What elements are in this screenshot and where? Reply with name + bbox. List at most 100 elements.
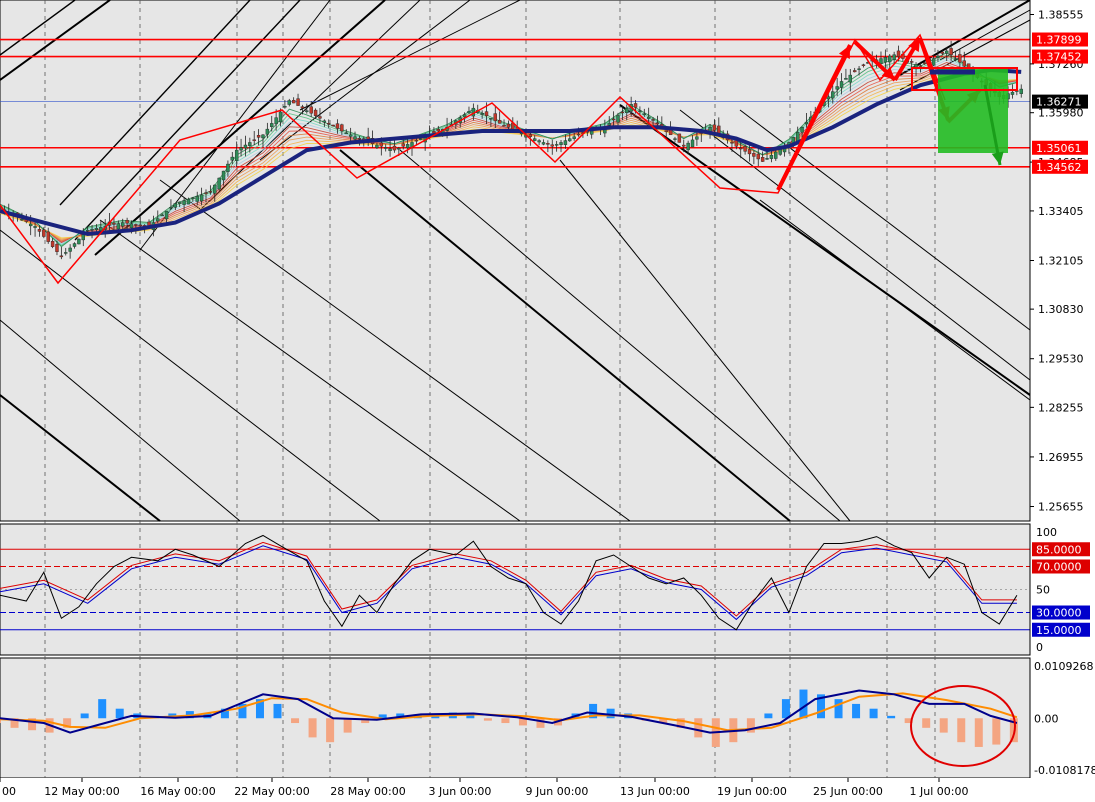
candle-body xyxy=(620,111,625,114)
macd-histogram-bar xyxy=(28,718,37,731)
candle-body xyxy=(33,226,37,228)
trend-channel-line xyxy=(0,394,161,522)
candle-body xyxy=(633,103,638,108)
candle-body xyxy=(164,210,169,220)
candle-body xyxy=(186,198,191,205)
candle-body xyxy=(467,111,471,114)
stoch-level-box xyxy=(1032,542,1090,557)
macd-histogram-bar xyxy=(939,718,948,733)
macd-histogram-bar xyxy=(220,708,229,719)
candle-body xyxy=(134,224,138,226)
macd-histogram-bar xyxy=(606,708,615,719)
macd-histogram-bar xyxy=(659,718,668,724)
candle-body xyxy=(607,123,611,126)
level-label: 1.37899 xyxy=(1036,34,1082,47)
candle-body xyxy=(686,142,690,151)
candle-body xyxy=(169,207,173,209)
candle-body xyxy=(256,135,261,138)
slow-ema-line xyxy=(0,67,1022,237)
trend-channel-line xyxy=(159,179,631,522)
down-arrow-head xyxy=(881,66,895,80)
macd-histogram-bar xyxy=(396,713,405,719)
time-tick-label: 28 May 00:00 xyxy=(330,785,405,798)
macd-histogram-bar xyxy=(501,718,510,724)
candle-body xyxy=(392,145,397,151)
candle-body xyxy=(857,68,861,70)
macd-histogram-bar xyxy=(834,699,843,719)
candle-body xyxy=(506,123,511,128)
candle-body xyxy=(50,240,55,247)
up-arrow-head xyxy=(908,38,920,52)
candle-body xyxy=(309,106,313,114)
candle-body xyxy=(379,142,384,147)
level-label: 1.34562 xyxy=(1036,161,1082,174)
candle-body xyxy=(397,147,401,150)
candle-body xyxy=(896,50,901,57)
time-tick-label: 13 Jun 00:00 xyxy=(620,785,690,798)
signal-box xyxy=(938,67,1008,153)
candle-body xyxy=(77,238,81,245)
candle-body xyxy=(160,214,164,217)
trend-channel-line xyxy=(59,0,251,206)
candle-body xyxy=(178,201,182,204)
candle-body xyxy=(296,98,300,106)
candle-body xyxy=(909,61,914,63)
callout-ellipse xyxy=(910,685,1016,767)
stoch-level-box xyxy=(1032,559,1090,574)
trend-channel-line xyxy=(679,109,1031,381)
candle-body xyxy=(283,106,287,108)
stoch-tick-label: 50 xyxy=(1036,584,1050,597)
macd-histogram-bar xyxy=(326,718,335,743)
trend-channel-line xyxy=(899,0,1031,76)
macd-histogram-bar xyxy=(694,718,703,738)
price-tick-label: 1.32105 xyxy=(1038,255,1084,268)
macd-histogram-bar xyxy=(483,718,492,721)
candle-body xyxy=(844,78,848,80)
macd-tick-label: 0.0109268 xyxy=(1034,660,1094,673)
candle-body xyxy=(248,142,252,147)
candle-body xyxy=(852,70,857,73)
macd-histogram-bar xyxy=(589,703,598,719)
candle-body xyxy=(72,243,77,247)
candle-body xyxy=(611,118,616,121)
candle-body xyxy=(839,81,844,88)
candle-body xyxy=(94,228,99,230)
time-tick-label: 3 Jun 00:00 xyxy=(429,785,492,798)
macd-histogram-bar xyxy=(238,703,247,719)
candle-body xyxy=(923,62,927,64)
trend-channel-line xyxy=(339,149,791,522)
candle-body xyxy=(752,153,756,157)
zigzag-line xyxy=(0,33,946,285)
candle-body xyxy=(918,65,923,67)
candle-body xyxy=(353,136,357,140)
candle-body xyxy=(221,170,226,181)
time-tick-label: 22 May 00:00 xyxy=(234,785,309,798)
candle-body xyxy=(243,144,248,149)
candle-body xyxy=(568,138,572,142)
macd-histogram-bar xyxy=(957,718,966,743)
candle-body xyxy=(546,143,550,145)
candle-body xyxy=(204,192,208,194)
candle-body xyxy=(208,191,213,193)
candle-body xyxy=(673,138,677,140)
level-label-box xyxy=(1032,159,1088,174)
candle-body xyxy=(217,177,221,190)
candle-body xyxy=(195,196,199,202)
candle-body xyxy=(690,139,695,148)
macd-histogram-bar xyxy=(676,718,685,728)
candle-body xyxy=(958,54,962,63)
candle-body xyxy=(940,51,945,54)
candle-body xyxy=(550,144,554,147)
candle-body xyxy=(28,223,33,227)
candle-body xyxy=(739,147,743,150)
candle-body xyxy=(765,158,769,160)
candle-body xyxy=(129,223,134,229)
candle-body xyxy=(261,134,265,139)
trend-channel-line xyxy=(259,0,471,161)
candle-body xyxy=(497,119,502,124)
candle-body xyxy=(357,138,362,140)
current-price-box xyxy=(1032,94,1088,109)
price-tick-label: 1.30830 xyxy=(1038,303,1084,316)
